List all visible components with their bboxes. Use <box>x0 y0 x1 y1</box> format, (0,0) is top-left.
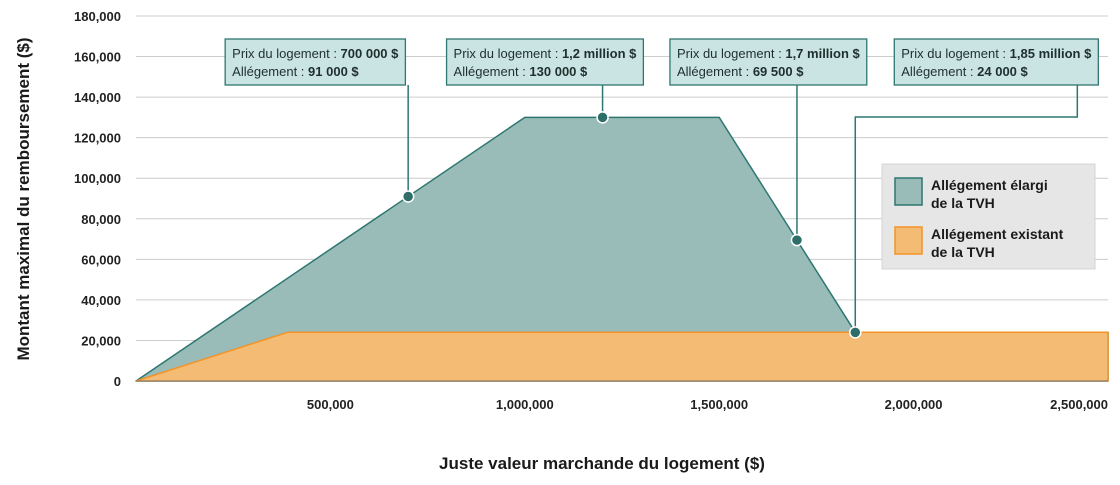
annotation-price-value: 1,2 million $ <box>562 46 637 61</box>
annotation-box <box>445 38 645 86</box>
annotation-point <box>401 190 415 203</box>
annotation-callout: Prix du logement : 1,7 million $ Allégeme… <box>669 38 868 247</box>
annotation-box <box>893 38 1099 86</box>
series-layer <box>135 116 1109 382</box>
x-tick-label: 1,000,000 <box>496 397 554 412</box>
annotation-line-relief: Allégement : 91 000 $ <box>232 64 359 79</box>
annotation-leader-line <box>854 85 1079 333</box>
y-tick-label: 20,000 <box>81 333 121 348</box>
annotation-line-price: Prix du logement : 1,85 million $ <box>901 46 1092 61</box>
annotation-callout: Prix du logement : 1,85 million $ Allégem… <box>849 38 1099 339</box>
y-tick-label: 140,000 <box>74 90 121 105</box>
annotation-point <box>849 326 862 339</box>
annotation-price-label: Prix du logement : <box>901 46 1009 61</box>
annotation-box <box>669 38 868 86</box>
annotation-line-price: Prix du logement : 1,2 million $ <box>454 46 638 61</box>
y-tick-label: 80,000 <box>81 212 121 227</box>
annotation-box <box>224 38 407 86</box>
annotation-callout: Prix du logement : 1,2 million $ Allégeme… <box>445 38 645 124</box>
legend: Allégement élargi de la TVH Allégement exi… <box>881 163 1096 270</box>
x-tick-label: 1,500,000 <box>690 397 748 412</box>
annotation-relief-value: 24 000 $ <box>977 64 1028 79</box>
annotation-price-label: Prix du logement : <box>454 46 562 61</box>
legend-swatch-1 <box>894 226 923 255</box>
y-tick-label: 60,000 <box>81 252 121 267</box>
y-axis-ticks: 0 20,000 40,000 60,000 80,000 100,000 120,000 1… <box>74 9 121 389</box>
annotation-relief-label: Allégement : <box>454 64 530 79</box>
y-tick-label: 0 <box>114 374 121 389</box>
annotation-price-value: 700 000 $ <box>341 46 400 61</box>
annotation-relief-value: 130 000 $ <box>529 64 588 79</box>
annotation-line-relief: Allégement : 130 000 $ <box>454 64 588 79</box>
annotation-callout: Prix du logement : 700 000 $ Allégement :… <box>224 38 415 203</box>
annotation-relief-label: Allégement : <box>232 64 308 79</box>
annotation-point <box>790 233 804 247</box>
x-tick-label: 500,000 <box>307 397 354 412</box>
annotation-price-label: Prix du logement : <box>677 46 785 61</box>
legend-label: de la TVH <box>931 195 995 211</box>
x-tick-label: 2,000,000 <box>885 397 943 412</box>
legend-label: de la TVH <box>931 244 995 260</box>
annotation-price-value: 1,7 million $ <box>785 46 860 61</box>
y-tick-label: 40,000 <box>81 293 121 308</box>
annotation-price-label: Prix du logement : <box>232 46 340 61</box>
y-tick-label: 180,000 <box>74 9 121 24</box>
annotation-line-relief: Allégement : 69 500 $ <box>677 64 804 79</box>
series-area-1 <box>135 331 1109 382</box>
legend-label: Allégement élargi <box>931 177 1048 193</box>
annotation-point <box>596 111 609 124</box>
x-axis-ticks: 500,000 1,000,000 1,500,000 2,000,000 2,500,… <box>307 397 1108 412</box>
annotation-relief-value: 69 500 $ <box>753 64 804 79</box>
y-axis-title: Montant maximal du remboursement ($) <box>14 37 33 360</box>
annotations: Prix du logement : 700 000 $ Allégement :… <box>224 38 1099 339</box>
x-axis-title: Juste valeur marchande du logement ($) <box>439 454 765 473</box>
y-tick-label: 100,000 <box>74 171 121 186</box>
annotation-relief-value: 91 000 $ <box>308 64 359 79</box>
legend-swatch-0 <box>894 177 923 206</box>
y-tick-label: 160,000 <box>74 50 121 65</box>
legend-label: Allégement existant <box>931 226 1064 242</box>
annotation-relief-label: Allégement : <box>901 64 977 79</box>
annotation-line-price: Prix du logement : 1,7 million $ <box>677 46 861 61</box>
annotation-line-price: Prix du logement : 700 000 $ <box>232 46 399 61</box>
annotation-relief-label: Allégement : <box>677 64 753 79</box>
y-tick-label: 120,000 <box>74 131 121 146</box>
annotation-price-value: 1,85 million $ <box>1010 46 1092 61</box>
annotation-line-relief: Allégement : 24 000 $ <box>901 64 1028 79</box>
x-tick-label: 2,500,000 <box>1050 397 1108 412</box>
